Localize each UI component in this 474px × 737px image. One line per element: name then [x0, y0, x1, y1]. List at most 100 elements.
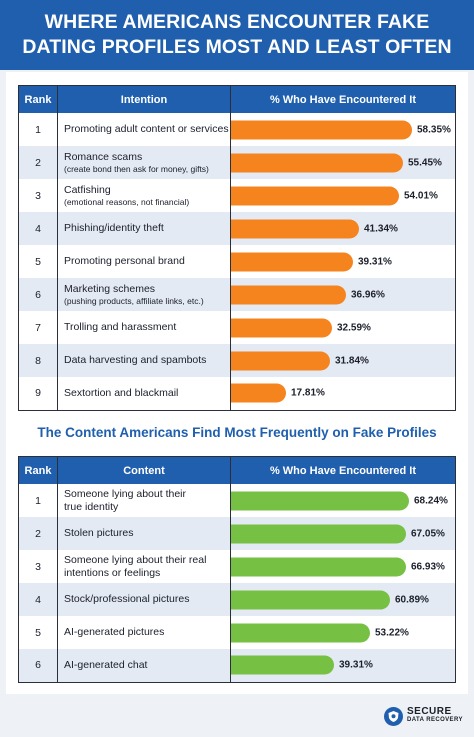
- row-label: Sextortion and blackmail: [64, 386, 179, 399]
- table-row: 4 Phishing/identity theft 41.34%: [18, 212, 456, 245]
- col-header-intention: Intention: [57, 85, 231, 113]
- value-label: 58.35%: [417, 124, 451, 135]
- row-label: Someone lying about their real: [64, 553, 207, 566]
- table-row: 2 Stolen pictures 67.05%: [18, 517, 456, 550]
- bar-cell: 68.24%: [230, 484, 456, 517]
- rank-cell: 9: [18, 377, 58, 410]
- bar: [231, 285, 346, 304]
- table-row: 5 Promoting personal brand 39.31%: [18, 245, 456, 278]
- bar: [231, 655, 334, 675]
- row-label: Romance scams: [64, 150, 143, 163]
- bar-cell: 41.34%: [230, 212, 456, 245]
- col-header-percent: % Who Have Encountered It: [230, 456, 456, 484]
- rank-cell: 6: [18, 649, 58, 682]
- bar: [231, 623, 370, 642]
- value-label: 31.84%: [335, 355, 369, 366]
- rank-cell: 1: [18, 113, 58, 146]
- page-title-line-1: WHERE AMERICANS ENCOUNTER FAKE: [44, 11, 430, 33]
- label-cell: AI-generated chat: [57, 649, 231, 682]
- bar-cell: 53.22%: [230, 616, 456, 649]
- col-header-content: Content: [57, 456, 231, 484]
- content-section-title: The Content Americans Find Most Frequent…: [37, 425, 437, 440]
- row-label: Stolen pictures: [64, 527, 134, 539]
- col-header-rank: Rank: [18, 456, 58, 484]
- rank-cell: 6: [18, 278, 58, 311]
- content-table: Rank Content % Who Have Encountered It 1…: [18, 456, 456, 683]
- value-label: 67.05%: [411, 528, 445, 539]
- label-cell: Promoting personal brand: [57, 245, 231, 278]
- bar: [231, 491, 409, 510]
- bar-cell: 17.81%: [230, 377, 456, 410]
- table-row: 6 AI-generated chat 39.31%: [18, 649, 456, 682]
- bar-cell: 55.45%: [230, 146, 456, 179]
- logo-word-data-recovery: DATA RECOVERY: [407, 717, 463, 723]
- value-label: 55.45%: [408, 157, 442, 168]
- row-label: AI-generated pictures: [64, 626, 165, 638]
- row-label: Data harvesting and spambots: [64, 354, 207, 366]
- value-label: 60.89%: [395, 594, 429, 605]
- table-row: 6 Marketing schemes (pushing products, aff…: [18, 278, 456, 311]
- rank-cell: 1: [18, 484, 58, 517]
- row-label: Stock/professional pictures: [64, 593, 190, 605]
- table-row: 8 Data harvesting and spambots 31.84%: [18, 344, 456, 377]
- bar-cell: 66.93%: [230, 550, 456, 583]
- row-label: Someone lying about their: [64, 487, 186, 500]
- label-cell: Marketing schemes (pushing products, affi…: [57, 278, 231, 311]
- bar: [231, 590, 390, 609]
- label-cell: Someone lying about their real intentions…: [57, 550, 231, 583]
- label-cell: Catfishing (emotional reasons, not financ…: [57, 179, 231, 212]
- col-header-percent: % Who Have Encountered It: [230, 85, 456, 113]
- bar-cell: 31.84%: [230, 344, 456, 377]
- value-label: 39.31%: [358, 256, 392, 267]
- table-row: 7 Trolling and harassment 32.59%: [18, 311, 456, 344]
- value-label: 36.96%: [351, 289, 385, 300]
- col-header-rank: Rank: [18, 85, 58, 113]
- bar-cell: 39.31%: [230, 649, 456, 682]
- bar-cell: 60.89%: [230, 583, 456, 616]
- table-row: 5 AI-generated pictures 53.22%: [18, 616, 456, 649]
- label-cell: Promoting adult content or services: [57, 113, 231, 146]
- table-row: 3 Catfishing (emotional reasons, not finan…: [18, 179, 456, 212]
- page-header: WHERE AMERICANS ENCOUNTER FAKE DATING PR…: [0, 0, 474, 70]
- bar-cell: 32.59%: [230, 311, 456, 344]
- bar: [231, 524, 406, 543]
- value-label: 41.34%: [364, 223, 398, 234]
- table-row: 1 Promoting adult content or services 58.3…: [18, 113, 456, 146]
- rank-cell: 5: [18, 616, 58, 649]
- value-label: 39.31%: [339, 659, 373, 671]
- table-row: 9 Sextortion and blackmail 17.81%: [18, 377, 456, 410]
- row-sublabel: (pushing products, affiliate links, etc.…: [64, 295, 204, 306]
- rank-cell: 3: [18, 179, 58, 212]
- secure-data-recovery-logo: SECURE DATA RECOVERY: [384, 706, 463, 726]
- label-cell: Someone lying about their true identity: [57, 484, 231, 517]
- row-sublabel: true identity: [64, 500, 119, 513]
- page-title-line-2: DATING PROFILES MOST AND LEAST OFTEN: [22, 36, 452, 58]
- label-cell: Stock/professional pictures: [57, 583, 231, 616]
- label-cell: Data harvesting and spambots: [57, 344, 231, 377]
- table-row: 2 Romance scams (create bond then ask for …: [18, 146, 456, 179]
- bar: [231, 557, 406, 576]
- label-cell: Romance scams (create bond then ask for m…: [57, 146, 231, 179]
- table-row: 3 Someone lying about their real intention…: [18, 550, 456, 583]
- bar: [231, 120, 412, 139]
- bar: [231, 318, 332, 337]
- row-sublabel: (create bond then ask for money, gifts): [64, 163, 209, 174]
- label-cell: Phishing/identity theft: [57, 212, 231, 245]
- shield-disk-icon: [384, 706, 403, 726]
- row-sublabel: (emotional reasons, not financial): [64, 196, 190, 207]
- bar: [231, 351, 330, 370]
- rank-cell: 2: [18, 517, 58, 550]
- table-row: 1 Someone lying about their true identity 6…: [18, 484, 456, 517]
- row-label: Trolling and harassment: [64, 321, 177, 333]
- value-label: 66.93%: [411, 561, 445, 572]
- value-label: 53.22%: [375, 627, 409, 638]
- bar: [231, 153, 403, 172]
- row-label: AI-generated chat: [64, 658, 148, 671]
- intention-table: Rank Intention % Who Have Encountered It…: [18, 85, 456, 411]
- bar-cell: 58.35%: [230, 113, 456, 146]
- label-cell: Sextortion and blackmail: [57, 377, 231, 410]
- bar-cell: 67.05%: [230, 517, 456, 550]
- row-sublabel: intentions or feelings: [64, 566, 161, 579]
- rank-cell: 7: [18, 311, 58, 344]
- rank-cell: 2: [18, 146, 58, 179]
